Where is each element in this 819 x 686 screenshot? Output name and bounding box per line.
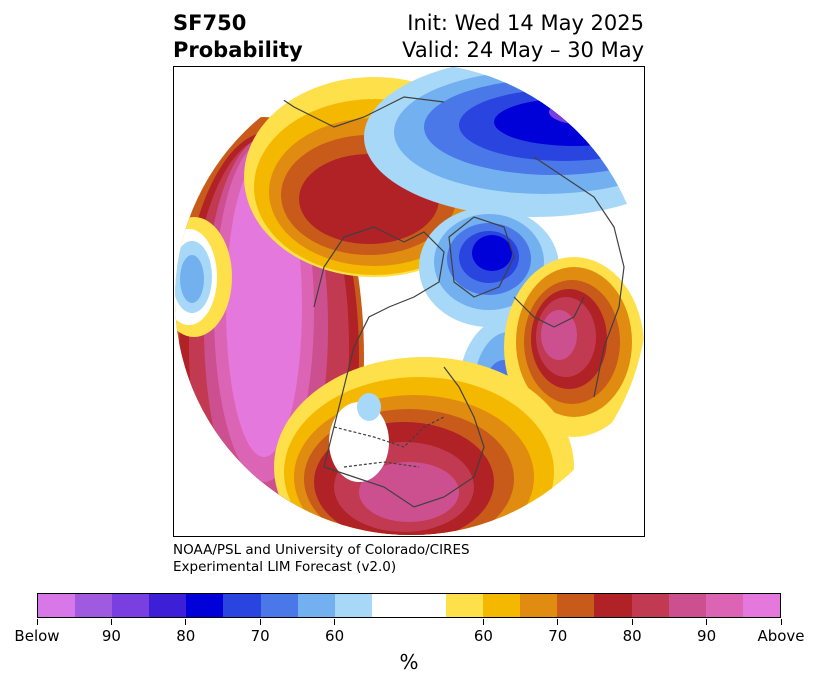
colorbar-swatch — [408, 594, 447, 617]
colorbar-tick-label: 80 — [622, 627, 642, 645]
colorbar-swatch — [520, 594, 558, 617]
colorbar-swatch — [186, 594, 224, 617]
colorbar-tick — [334, 619, 336, 625]
colorbar-swatch — [149, 594, 187, 617]
colorbar-tick-label: 60 — [473, 627, 493, 645]
colorbar-tick-label: 60 — [325, 627, 345, 645]
credit-line-2: Experimental LIM Forecast (v2.0) — [173, 559, 397, 575]
colorbar-unit: % — [399, 650, 419, 674]
colorbar-tick — [259, 619, 261, 625]
colorbar-swatch — [742, 594, 780, 617]
colorbar-tick-label: Above — [757, 627, 805, 645]
colorbar-swatch — [223, 594, 261, 617]
pacific-below-patch — [175, 217, 232, 337]
map-svg — [175, 67, 644, 535]
probability-colorbar — [37, 593, 781, 618]
colorbar-tick — [482, 619, 484, 625]
colorbar-swatch — [38, 594, 76, 617]
colorbar-swatch — [631, 594, 669, 617]
colorbar-tick-label: Below — [14, 627, 60, 645]
colorbar-swatch — [260, 594, 298, 617]
colorbar-swatch — [75, 594, 113, 617]
colorbar-swatch — [334, 594, 372, 617]
small-below-patch — [357, 393, 381, 421]
credit-text: NOAA/PSL and University of Colorado/CIRE… — [173, 542, 470, 576]
init-date: Init: Wed 14 May 2025 — [407, 11, 644, 35]
colorbar-tick — [185, 619, 187, 625]
colorbar-tick-label: 90 — [101, 627, 121, 645]
neutral-area — [329, 402, 389, 482]
colorbar-tick — [631, 619, 633, 625]
coastlines — [263, 86, 625, 508]
valid-range: Valid: 24 May – 30 May — [402, 38, 644, 62]
date-title: Init: Wed 14 May 2025 Valid: 24 May – 30… — [402, 10, 644, 64]
variable-subtitle: Probability — [173, 38, 303, 62]
colorbar-tick — [36, 619, 38, 625]
europe-above-lobe — [504, 257, 644, 437]
colorbar-tick-label: 90 — [697, 627, 717, 645]
colorbar-swatch — [557, 594, 595, 617]
colorbar-tick-label: 70 — [548, 627, 568, 645]
colorbar-swatch — [297, 594, 335, 617]
map-title: SF750 Probability — [173, 10, 303, 64]
colorbar-tick — [780, 619, 782, 625]
colorbar-tick-label: 80 — [176, 627, 196, 645]
colorbar-swatch — [446, 594, 484, 617]
colorbar-swatch — [483, 594, 521, 617]
colorbar-swatch — [594, 594, 632, 617]
colorbar-tick — [557, 619, 559, 625]
colorbar-swatch — [668, 594, 706, 617]
probability-map — [173, 66, 645, 537]
credit-line-1: NOAA/PSL and University of Colorado/CIRE… — [173, 542, 470, 558]
colorbar-tick — [706, 619, 708, 625]
colorbar-swatch — [705, 594, 743, 617]
colorbar-swatch — [112, 594, 150, 617]
probability-field — [175, 67, 644, 535]
variable-title: SF750 — [173, 11, 247, 35]
colorbar-tick — [110, 619, 112, 625]
colorbar-swatch — [371, 594, 409, 617]
colorbar-tick-label: 70 — [250, 627, 270, 645]
